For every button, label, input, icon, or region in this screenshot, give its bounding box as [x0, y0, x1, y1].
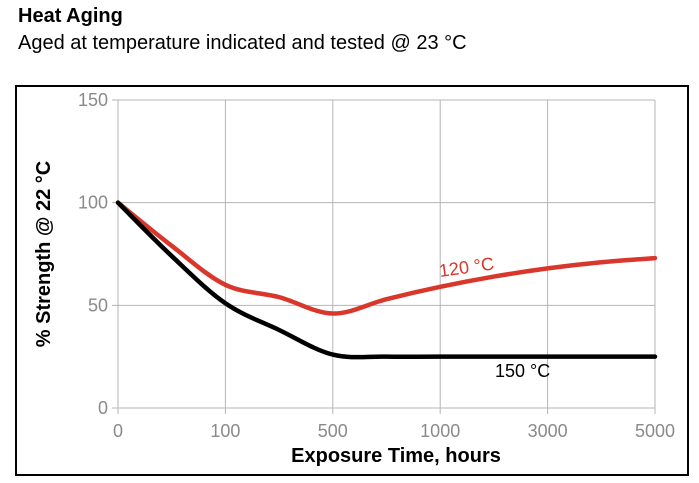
- chart-subtitle: Aged at temperature indicated and tested…: [18, 32, 467, 54]
- x-tick-label: 0: [113, 421, 123, 441]
- x-axis-label: Exposure Time, hours: [291, 445, 501, 467]
- chart-title: Heat Aging: [18, 5, 123, 27]
- x-tick-label: 100: [210, 421, 240, 441]
- y-tick-label: 0: [98, 398, 108, 418]
- y-tick-label: 150: [78, 90, 108, 110]
- chart-frame: [15, 85, 689, 476]
- y-axis-label: % Strength @ 22 °C: [33, 161, 55, 347]
- series-line-120c: [115, 200, 658, 316]
- x-tick-label: 5000: [635, 421, 675, 441]
- y-tick-label: 50: [88, 295, 108, 315]
- y-tick-label: 100: [78, 193, 108, 213]
- series-label-150c: 150 °C: [495, 361, 550, 381]
- x-tick-label: 1000: [420, 421, 460, 441]
- series-line-150c: [115, 200, 658, 360]
- x-tick-label: 3000: [528, 421, 568, 441]
- x-tick-label: 500: [318, 421, 348, 441]
